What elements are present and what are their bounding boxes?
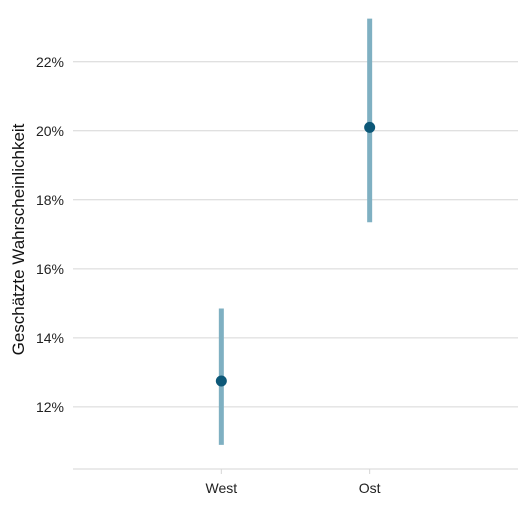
x-tick-label: Ost [359,480,381,496]
y-axis-title: Geschätzte Wahrscheinlichkeit [9,123,28,355]
x-tick-label: West [206,480,238,496]
point-range-series [215,18,376,445]
y-tick-label: 18% [36,192,64,208]
gridlines [73,61,518,408]
y-axis-ticks: 12% 14% 16% 18% 20% 22% [36,54,64,415]
x-axis-ticks: West Ost [206,469,381,496]
y-tick-label: 20% [36,123,64,139]
point-estimate-ost [364,121,376,133]
point-estimate-west [215,375,227,387]
y-tick-label: 14% [36,330,64,346]
y-tick-label: 16% [36,261,64,277]
y-tick-label: 22% [36,54,64,70]
y-tick-label: 12% [36,399,64,415]
